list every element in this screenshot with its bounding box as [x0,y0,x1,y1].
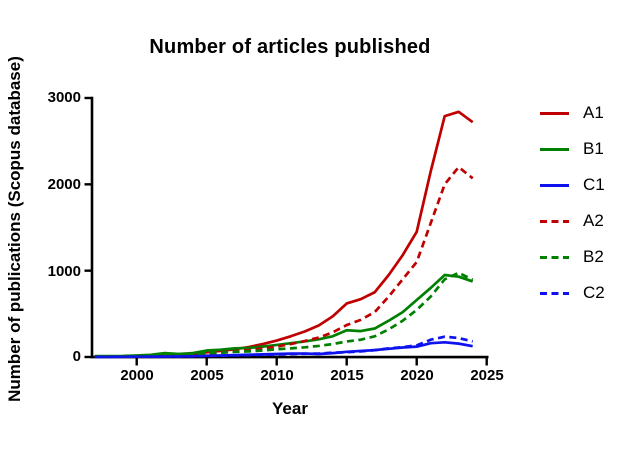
legend-label: A2 [583,211,604,230]
x-tick-label: 2010 [260,367,294,384]
y-tick-label: 0 [72,348,81,365]
legend: A1 B1 C1 A2 B2 C2 [540,102,605,318]
y-tick-label: 3000 [47,89,81,106]
x-tick-label: 2020 [400,367,434,384]
x-tick-label: 2005 [190,367,224,384]
x-tick-label: 2025 [470,367,504,384]
legend-line-c2-dashed-icon [540,291,569,295]
x-axis-label: Year [272,399,308,418]
legend-item: C1 [540,174,605,196]
y-tick-label: 1000 [47,263,81,280]
legend-label: B2 [583,247,604,266]
legend-item: B2 [540,246,605,268]
legend-line-a2-dashed-icon [540,219,569,223]
legend-line-b2-dashed-icon [540,255,569,259]
legend-line-a1-solid-icon [540,111,569,115]
legend-line-b1-solid-icon [540,147,569,151]
x-tick-label: 2015 [330,367,364,384]
legend-item: B1 [540,138,605,160]
chart-title: Number of articles published [149,36,431,58]
y-axis-label: Number of publications (Scopus database) [5,56,24,402]
legend-line-c1-solid-icon [540,183,569,187]
legend-item: C2 [540,282,605,304]
legend-label: A1 [583,103,604,122]
legend-label: C1 [583,175,605,194]
x-tick-label: 2000 [120,367,154,384]
y-tick-label: 2000 [47,176,81,193]
legend-item: A2 [540,210,605,232]
legend-label: C2 [583,283,605,302]
legend-label: B1 [583,139,604,158]
legend-item: A1 [540,102,605,124]
